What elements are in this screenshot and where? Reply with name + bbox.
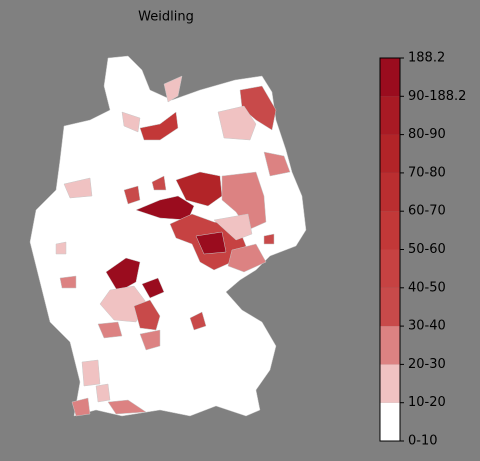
region (213, 213, 253, 241)
region (71, 397, 91, 417)
region (95, 383, 111, 403)
colorbar-tick-label: 30-40 (408, 319, 446, 334)
colorbar-tick-label: 10-20 (408, 395, 446, 410)
region (107, 399, 147, 415)
colorbar-tick-label: 188.2 (408, 51, 445, 66)
colorbar-segment (380, 96, 400, 135)
region (59, 275, 77, 289)
region (189, 311, 207, 331)
region (139, 111, 179, 141)
region (63, 177, 93, 199)
region (151, 175, 167, 191)
colorbar-tick-label: 0-10 (408, 434, 438, 449)
colorbar-segment (380, 172, 400, 212)
region (217, 105, 257, 141)
region (141, 277, 165, 299)
colorbar-tick-label: 40-50 (408, 280, 446, 295)
region (99, 285, 147, 323)
region (139, 329, 161, 351)
region (221, 171, 267, 231)
region (195, 231, 227, 255)
colorbar-tick-label: 50-60 (408, 242, 446, 257)
colorbar-segment (380, 211, 400, 250)
colorbar-segment (380, 364, 400, 403)
colorbar-segment (380, 134, 400, 173)
region (263, 233, 275, 245)
germany-map (29, 55, 307, 417)
colorbar-tick-label: 70-80 (408, 165, 446, 180)
region (133, 299, 161, 331)
colorbar-segment (380, 402, 400, 441)
colorbar-segment (380, 287, 400, 327)
region (55, 241, 67, 255)
colorbar-tick-label: 90-188.2 (408, 89, 466, 104)
region (135, 195, 195, 221)
region (121, 111, 141, 133)
colorbar: 0-10 10-20 20-30 30-40 40-50 50-60 60-70 70-80 8… (379, 51, 466, 449)
colorbar-tick-label: 80-90 (408, 127, 446, 142)
colorbar-segment (380, 249, 400, 288)
region (263, 151, 291, 177)
region (81, 359, 101, 387)
region (105, 257, 141, 293)
colorbar-tick-label: 20-30 (408, 357, 446, 372)
colorbar-segment (380, 326, 400, 365)
region (163, 75, 183, 103)
region (227, 243, 267, 273)
map-title: Weidling (138, 10, 194, 25)
region (123, 185, 141, 205)
region (97, 321, 123, 339)
colorbar-segment (380, 58, 400, 97)
colorbar-tick-label: 60-70 (408, 204, 446, 219)
